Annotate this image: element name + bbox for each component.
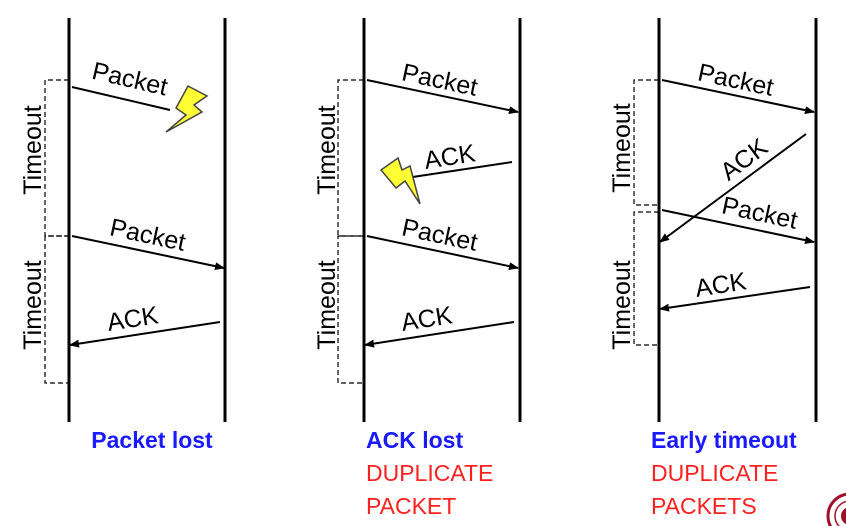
- ack-arrow: [69, 321, 221, 348]
- scenario-subcaption-line-1: DUPLICATE: [651, 460, 778, 486]
- scenario-subcaption-line-1: DUPLICATE: [366, 460, 493, 486]
- packet-arrow: [366, 79, 519, 115]
- timeout-bracket: [633, 79, 659, 206]
- scenario-subcaption-line-2: PACKETS: [651, 493, 757, 519]
- delayed-ack-arrow: [659, 133, 807, 243]
- scenario-caption: ACK lost: [366, 427, 463, 453]
- timeout-bracket-2: [44, 235, 69, 384]
- timeout-bracket: [44, 79, 69, 237]
- timeout-label: Timeout: [313, 105, 341, 194]
- retransmit-packet-label: Packet: [107, 214, 188, 257]
- scenario-caption: Packet lost: [91, 427, 213, 453]
- second-ack-arrow: [659, 286, 811, 312]
- retransmit-packet-label: Packet: [719, 192, 800, 235]
- timeout-label-2: Timeout: [313, 260, 341, 349]
- timeout-label-2: Timeout: [608, 260, 636, 349]
- retransmit-packet-arrow: [71, 235, 225, 271]
- lost-ack-label: ACK: [422, 139, 477, 175]
- scenario-ack-lost: Timeout Timeout Packet ACK Packet ACK AC…: [313, 18, 522, 519]
- lightning-icon: [165, 84, 209, 133]
- university-seal-logo: [826, 492, 846, 526]
- lightning-icon: [379, 156, 421, 205]
- timeout-bracket-2: [337, 235, 364, 384]
- timeout-label: Timeout: [608, 103, 636, 192]
- delayed-ack-label: ACK: [715, 133, 773, 186]
- retransmit-packet-label: Packet: [399, 214, 480, 257]
- scenario-packet-lost: Timeout Timeout Packet Packet ACK Packet…: [19, 18, 227, 453]
- timeout-label: Timeout: [19, 105, 47, 194]
- scenario-caption: Early timeout: [651, 427, 797, 453]
- packet-arrow: [661, 79, 815, 115]
- ack-arrow: [364, 321, 515, 348]
- scenario-subcaption-line-2: PACKET: [366, 493, 456, 519]
- scenario-early-timeout: Timeout Timeout Packet ACK Packet ACK Ea…: [608, 18, 818, 519]
- timeout-label-2: Timeout: [19, 260, 47, 349]
- lost-packet-arrow: [71, 86, 171, 111]
- retransmit-packet-arrow: [661, 209, 815, 245]
- retransmit-packet-arrow: [366, 235, 519, 271]
- lost-ack-arrow: [405, 161, 513, 179]
- timeout-bracket-2: [633, 211, 659, 346]
- timeout-bracket: [337, 79, 364, 237]
